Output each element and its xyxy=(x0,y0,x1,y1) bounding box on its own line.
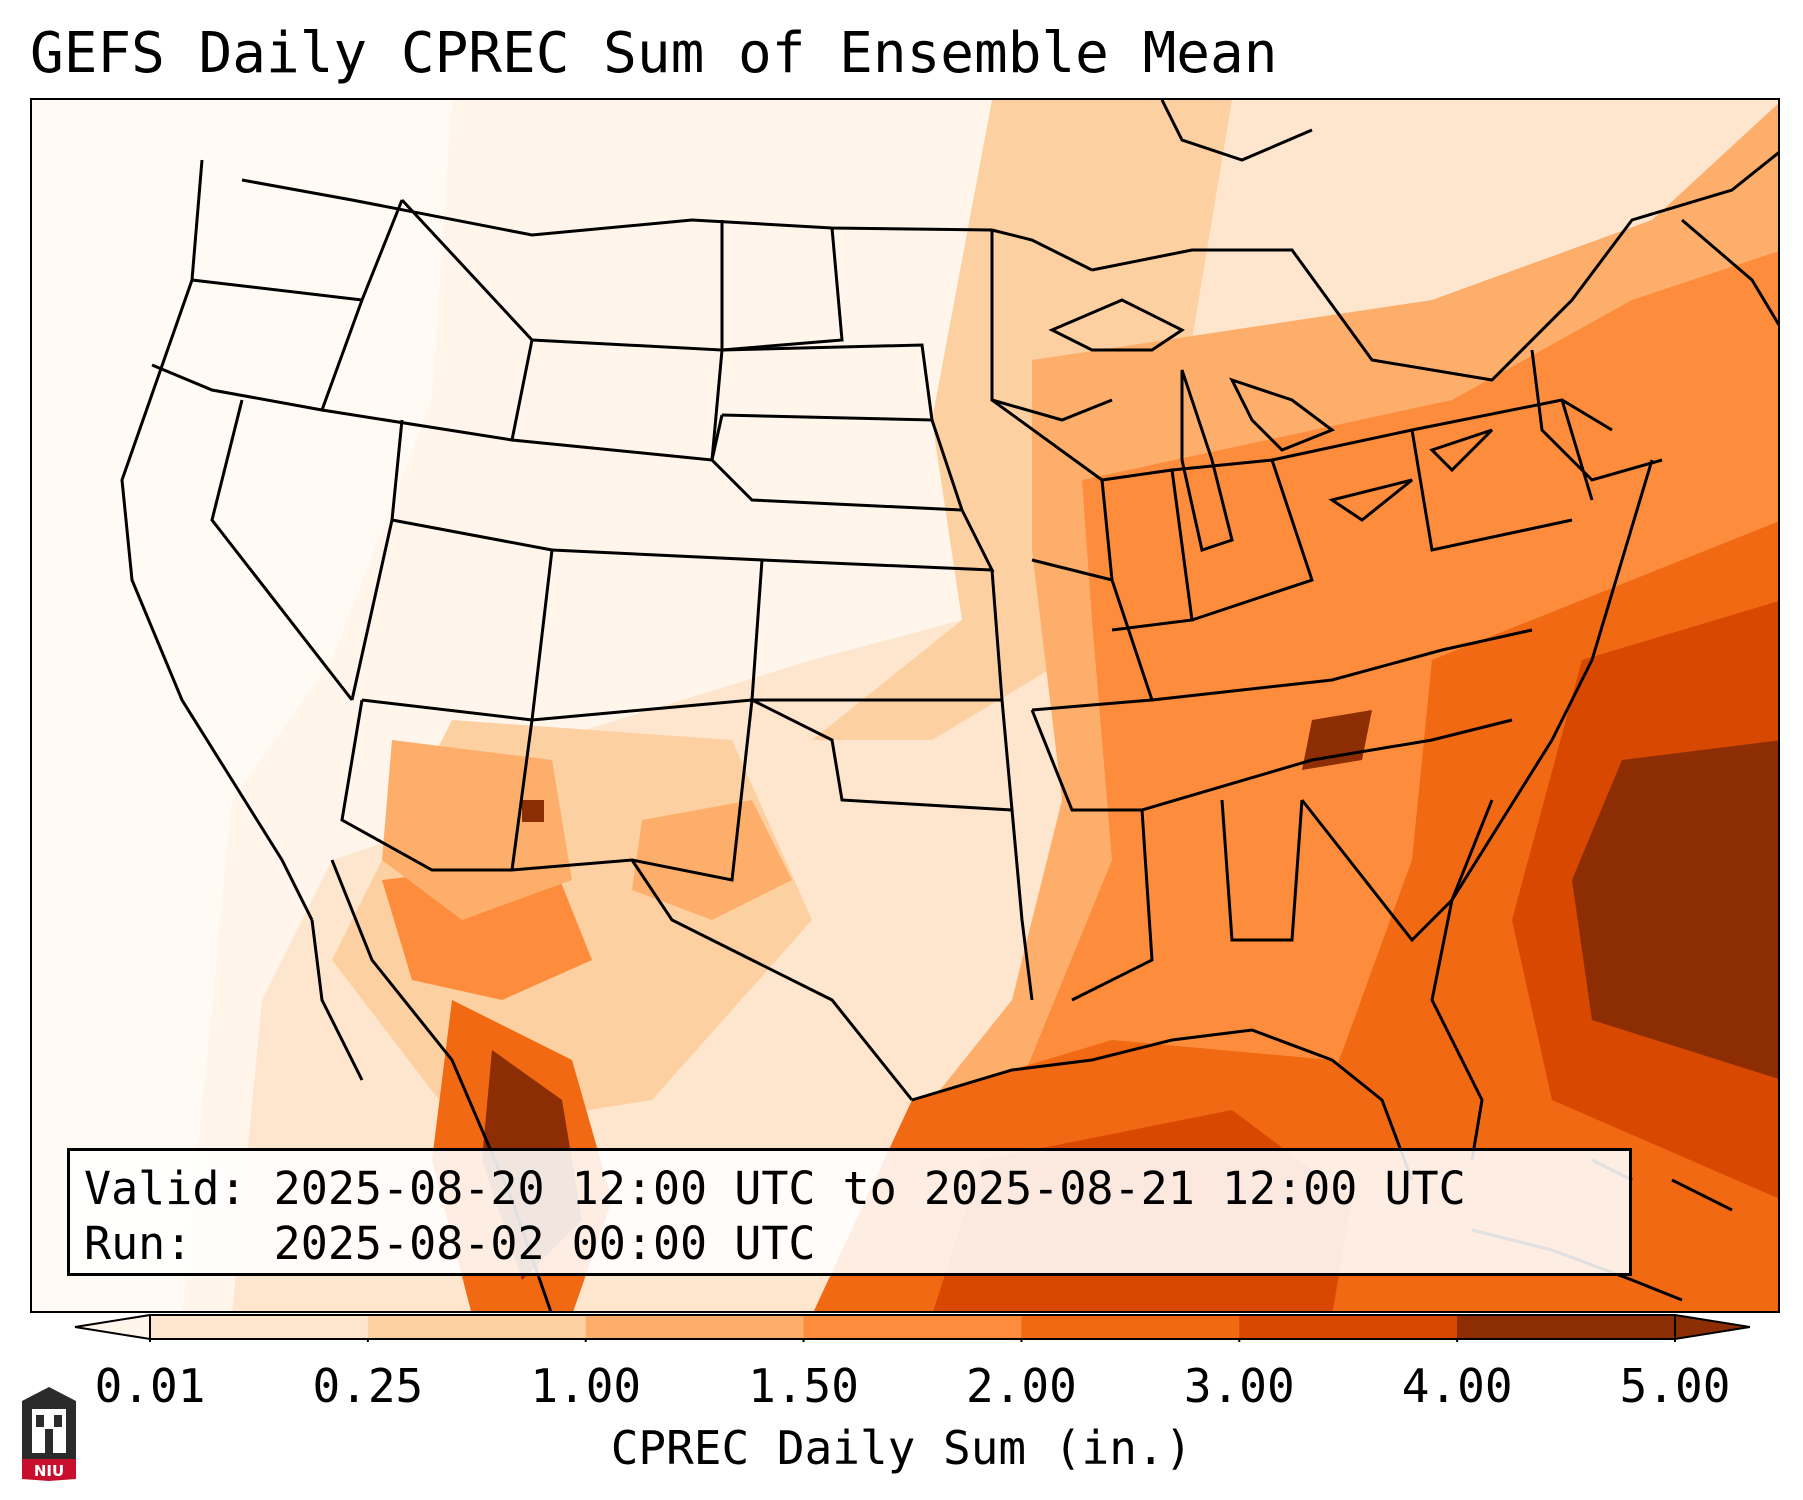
colorbar-tick-label: 0.01 xyxy=(94,1359,206,1413)
colorbar-extend-high xyxy=(1674,1313,1750,1341)
colorbar-segment xyxy=(367,1315,587,1339)
colorbar-extend-low xyxy=(74,1313,151,1341)
colorbar xyxy=(74,1313,1750,1342)
colorbar-segment xyxy=(1239,1315,1458,1339)
colorbar-tick-label: 1.50 xyxy=(748,1359,859,1413)
colorbar-tick-label: 4.00 xyxy=(1401,1359,1513,1413)
colorbar-segment xyxy=(803,1315,1022,1339)
great-lakes-icon xyxy=(1048,298,1494,552)
colorbar-segment xyxy=(150,1315,369,1339)
page-title: GEFS Daily CPREC Sum of Ensemble Mean xyxy=(30,21,1278,86)
colorbar-segment xyxy=(1021,1315,1240,1339)
niu-logo: NIU xyxy=(22,1387,76,1481)
run-label: Run: xyxy=(84,1217,193,1270)
colorbar-segment xyxy=(1457,1315,1676,1339)
colorbar-tick-label: 1.00 xyxy=(530,1359,642,1413)
validity-box: Valid: 2025-08-20 12:00 UTC to 2025-08-2… xyxy=(67,1148,1632,1276)
run-value: 2025-08-02 00:00 UTC xyxy=(273,1217,816,1270)
valid-label: Valid: xyxy=(84,1162,247,1215)
precip-field xyxy=(32,100,1778,1311)
colorbar-segment xyxy=(585,1315,805,1339)
colorbar-tick-label: 5.00 xyxy=(1619,1359,1731,1413)
colorbar-label: CPREC Daily Sum (in.) xyxy=(610,1421,1193,1475)
precip-map xyxy=(30,98,1780,1313)
svg-text:NIU: NIU xyxy=(34,1462,64,1480)
colorbar-tick-label: 0.25 xyxy=(312,1359,424,1413)
colorbar-tick-label: 3.00 xyxy=(1183,1359,1295,1413)
valid-value: 2025-08-20 12:00 UTC to 2025-08-21 12:00… xyxy=(273,1162,1466,1215)
colorbar-tick-label: 2.00 xyxy=(966,1359,1077,1413)
